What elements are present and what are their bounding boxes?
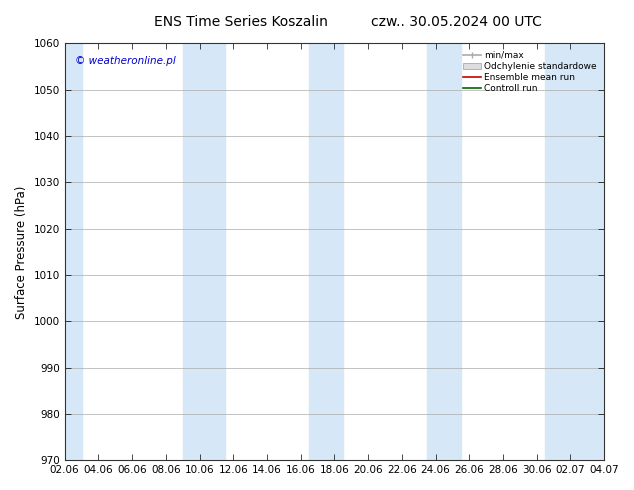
Y-axis label: Surface Pressure (hPa): Surface Pressure (hPa) — [15, 185, 28, 318]
Bar — [183, 44, 225, 460]
Text: czw.. 30.05.2024 00 UTC: czw.. 30.05.2024 00 UTC — [371, 15, 542, 29]
Bar — [56, 44, 82, 460]
Bar — [309, 44, 343, 460]
Text: ENS Time Series Koszalin: ENS Time Series Koszalin — [154, 15, 328, 29]
Legend: min/max, Odchylenie standardowe, Ensemble mean run, Controll run: min/max, Odchylenie standardowe, Ensembl… — [460, 48, 600, 96]
Text: © weatheronline.pl: © weatheronline.pl — [75, 56, 176, 66]
Bar — [545, 44, 612, 460]
Bar — [427, 44, 461, 460]
